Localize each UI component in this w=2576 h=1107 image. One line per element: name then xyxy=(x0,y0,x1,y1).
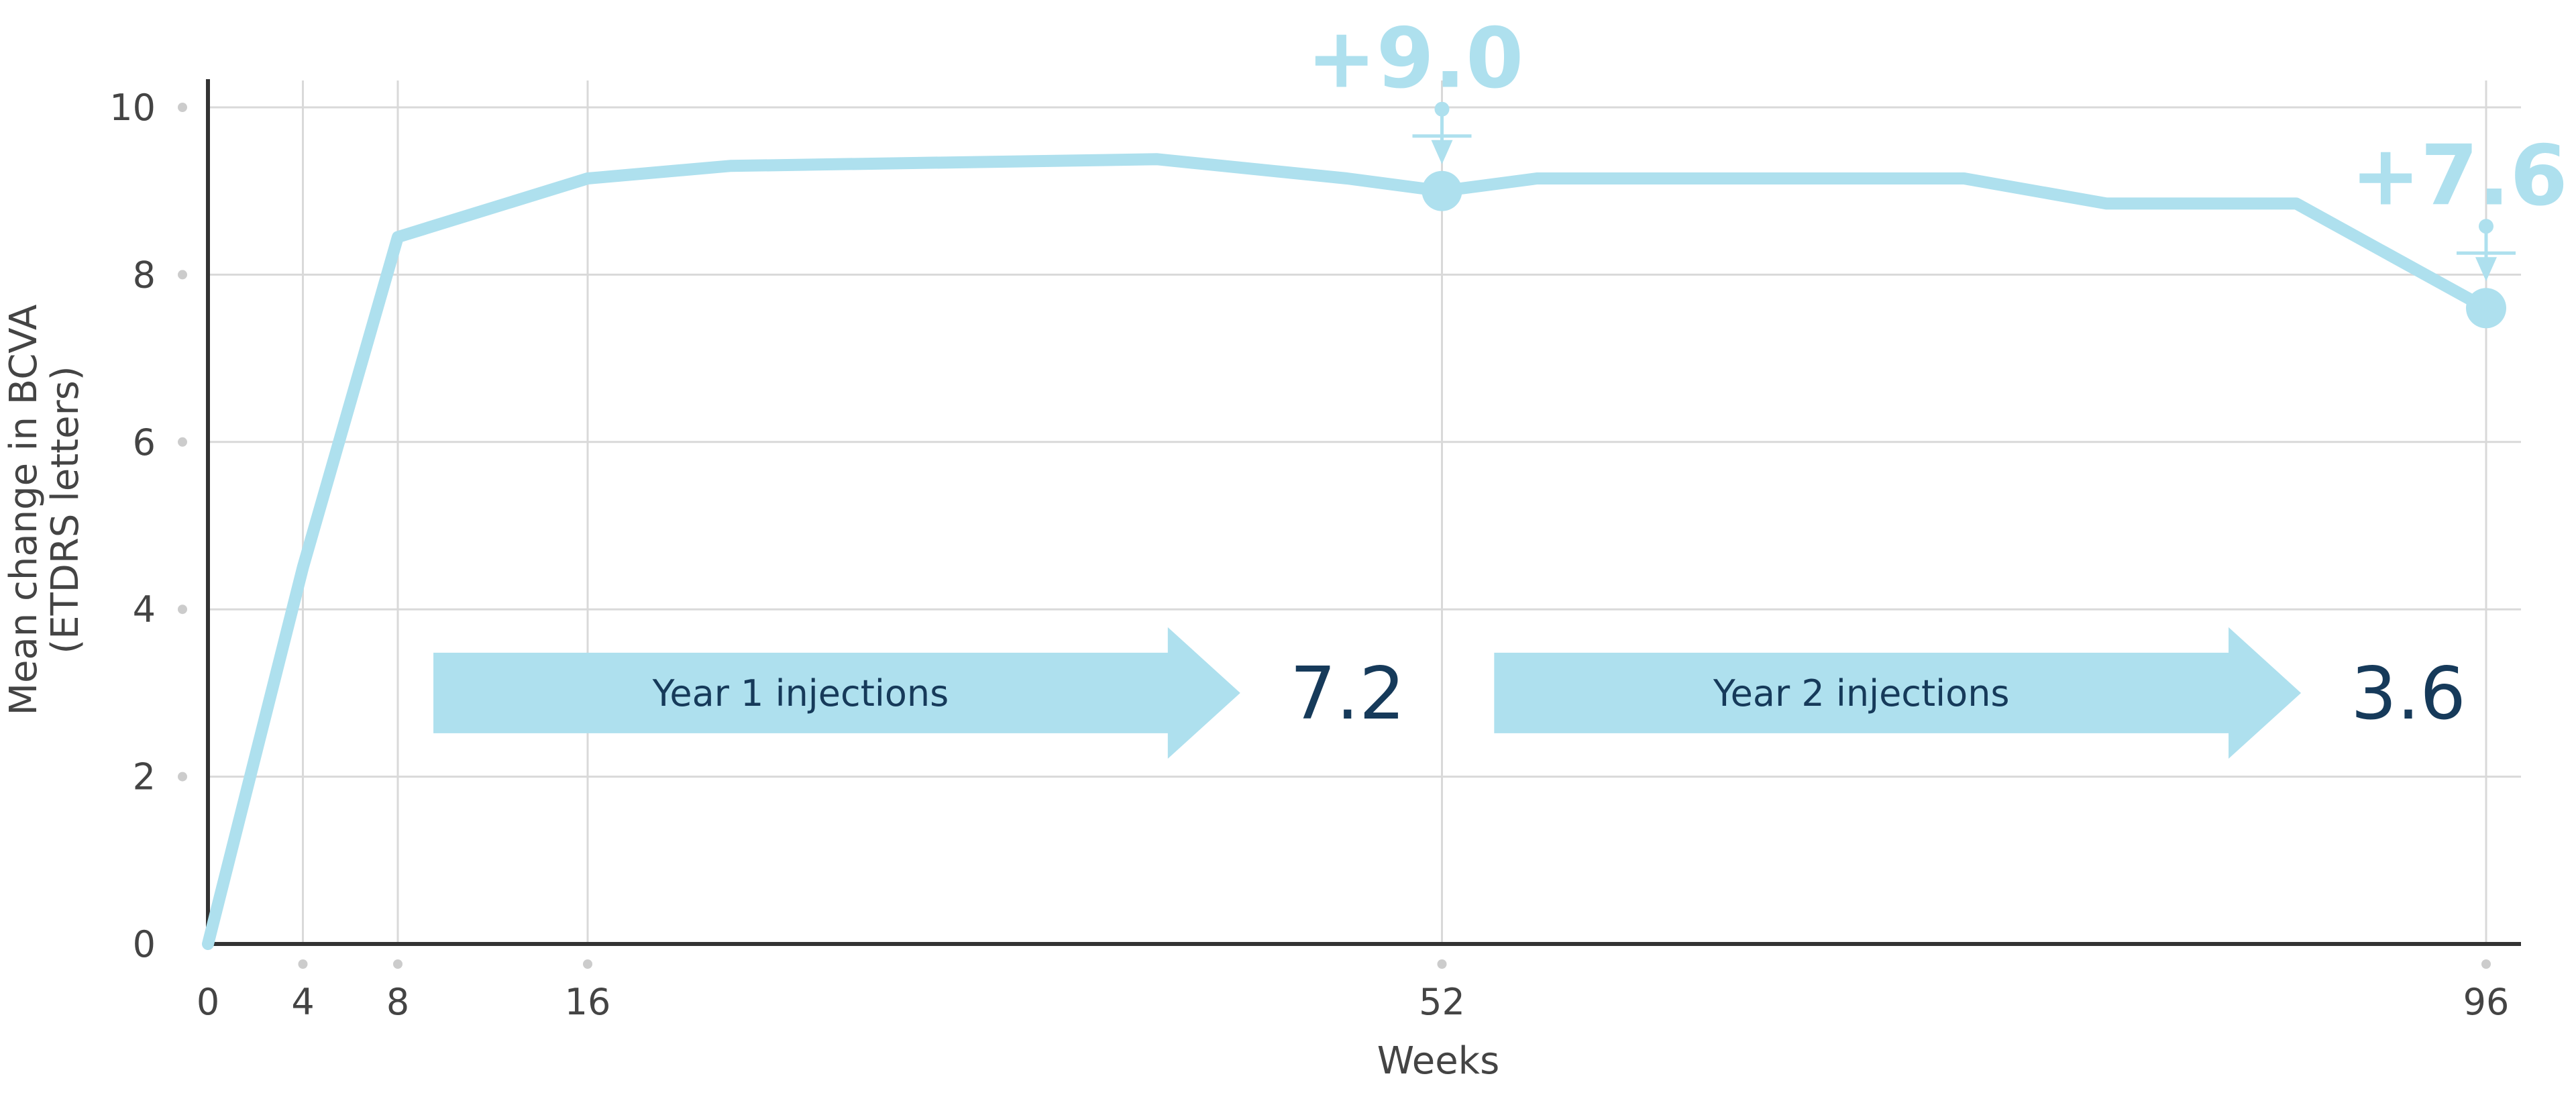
injection-count-1: 7.2 xyxy=(1290,652,1405,736)
y-tick-dot xyxy=(178,604,187,615)
x-tick-label: 16 xyxy=(565,981,611,1023)
callout-marker-1 xyxy=(1421,170,1462,211)
injection-arrow-label-2: Year 2 injections xyxy=(1713,672,2010,715)
y-tick-label: 2 xyxy=(133,756,156,798)
x-axis-title: Weeks xyxy=(1377,1039,1500,1083)
x-tick-dot xyxy=(1437,959,1447,969)
y-tick-dot xyxy=(178,437,187,447)
y-tick-label: 0 xyxy=(133,923,156,965)
y-tick-label: 8 xyxy=(133,254,156,296)
injection-arrow-1 xyxy=(433,627,1240,759)
injection-arrow-label-1: Year 1 injections xyxy=(652,672,949,715)
series xyxy=(202,153,2492,950)
injection-count-2: 3.6 xyxy=(2351,652,2466,736)
y-tick-dot xyxy=(178,103,187,112)
x-tick-dot xyxy=(2481,959,2491,969)
x-tick-label: 4 xyxy=(291,981,314,1023)
x-tick-dot xyxy=(393,959,402,969)
callout-value-1: +9.0 xyxy=(1307,11,1524,107)
y-tick-dot xyxy=(178,270,187,280)
y-axis-title-line-2: (ETDRS letters) xyxy=(44,366,87,653)
y-tick-label: 4 xyxy=(133,588,156,631)
callout-pointer-dot-1 xyxy=(1434,101,1450,117)
callout-pointer-head-2 xyxy=(2475,257,2497,282)
x-tick-label: 8 xyxy=(386,981,409,1023)
callout-pointer-dot-2 xyxy=(2479,219,2493,234)
injection-arrows: Year 1 injections 7.2 Year 2 injections 3.6 xyxy=(433,627,2466,759)
y-axis-title: Mean change in BCVA (ETDRS letters) xyxy=(2,305,87,716)
x-tick-label: 0 xyxy=(197,981,219,1023)
x-tick-dot xyxy=(583,959,592,969)
callouts: +9.0 +7.6 xyxy=(1307,11,2568,329)
y-tick-dot xyxy=(178,772,187,782)
x-tick-label: 96 xyxy=(2463,981,2510,1023)
tick-labels: 0 2 4 6 8 10 0 4 8 16 52 96 xyxy=(109,87,2509,1023)
callout-pointer-head-1 xyxy=(1431,140,1453,164)
callout-value-2: +7.6 xyxy=(2351,127,2568,224)
y-tick-label: 10 xyxy=(109,87,156,129)
y-tick-label: 6 xyxy=(133,421,156,464)
axes xyxy=(206,79,2521,946)
x-tick-dot xyxy=(298,959,308,969)
callout-marker-2 xyxy=(2466,288,2506,329)
series-line xyxy=(202,153,2492,950)
x-tick-label: 52 xyxy=(1419,981,1465,1023)
injection-arrow-2 xyxy=(1494,627,2302,759)
y-axis-title-line-1: Mean change in BCVA xyxy=(2,305,46,716)
grid xyxy=(178,81,2521,969)
